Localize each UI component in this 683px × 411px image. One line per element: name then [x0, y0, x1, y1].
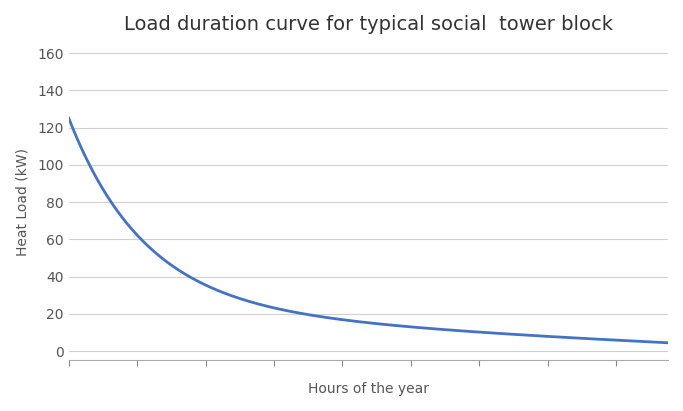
X-axis label: Hours of the year: Hours of the year	[308, 382, 429, 396]
Title: Load duration curve for typical social  tower block: Load duration curve for typical social t…	[124, 15, 613, 34]
Y-axis label: Heat Load (kW): Heat Load (kW)	[15, 148, 29, 256]
